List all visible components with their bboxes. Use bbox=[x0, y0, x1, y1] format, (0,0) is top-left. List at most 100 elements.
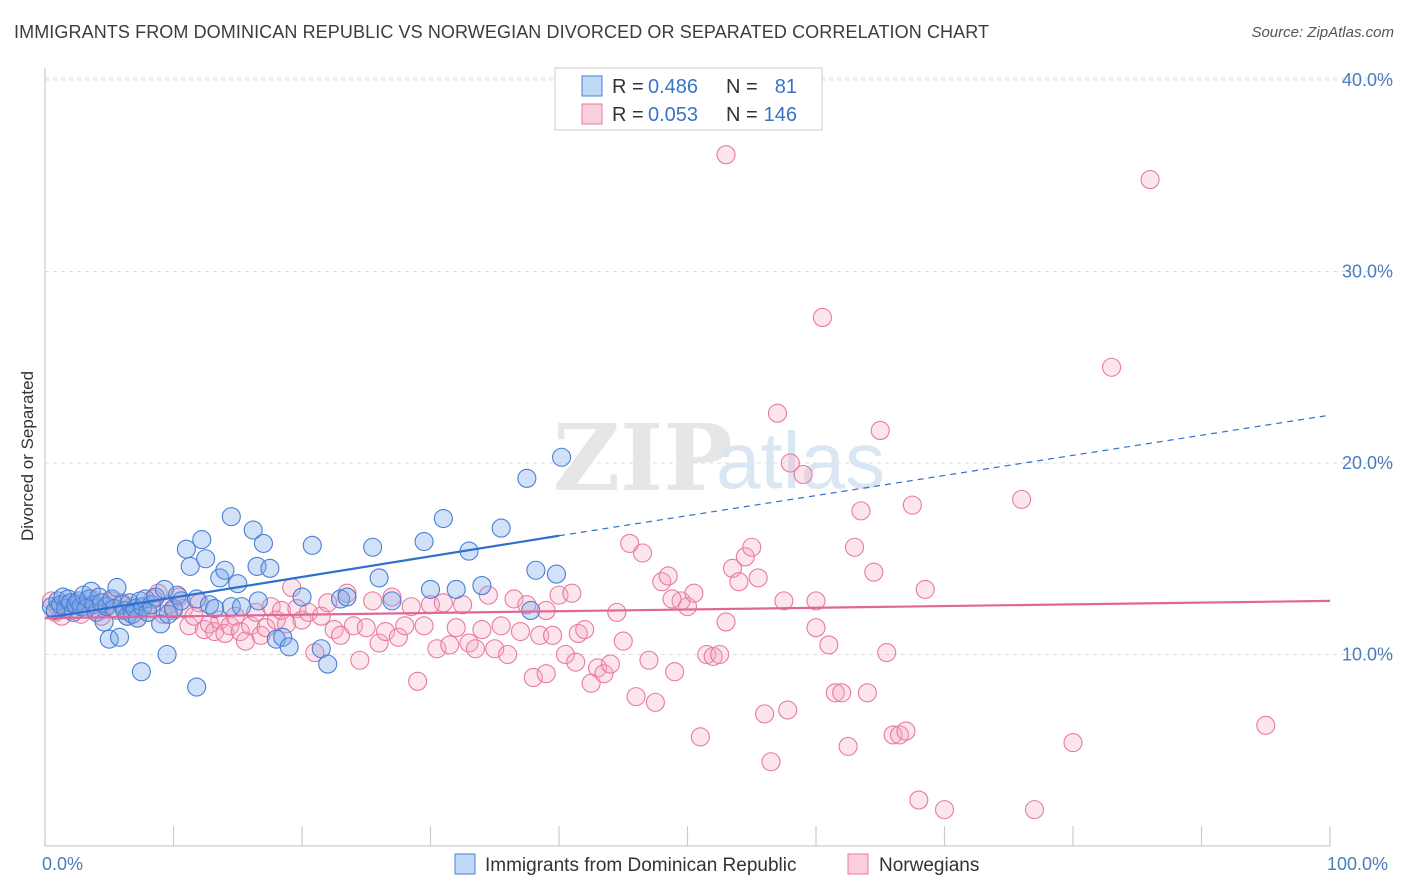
norwegian-point-108 bbox=[665, 662, 685, 682]
norwegian-point-155 bbox=[566, 652, 586, 672]
dominican-point-47 bbox=[180, 556, 200, 576]
y-tick-labels: 10.0% 20.0% 30.0% 40.0% bbox=[1342, 70, 1393, 665]
norwegian-point-142 bbox=[902, 495, 922, 515]
dominican-point-70 bbox=[363, 537, 383, 557]
norwegian-point-132 bbox=[832, 683, 852, 703]
norwegian-point-127 bbox=[793, 464, 813, 485]
norwegian-point-63 bbox=[375, 621, 396, 642]
norwegian-point-105 bbox=[645, 692, 665, 712]
norwegian-point-79 bbox=[478, 585, 498, 605]
norwegian-point-71 bbox=[427, 639, 447, 659]
dominican-point-63 bbox=[273, 627, 293, 647]
norwegian-point-92 bbox=[562, 583, 582, 603]
norwegian-point-66 bbox=[395, 616, 415, 636]
source-label: Source: ZipAtlas.com bbox=[1251, 24, 1394, 41]
y-tick-label-40: 40.0% bbox=[1342, 70, 1393, 90]
norwegian-point-68 bbox=[408, 671, 428, 691]
series-legend-label-blue: Immigrants from Dominican Republic bbox=[485, 855, 797, 876]
stats-legend-r-value-pink: 0.053 bbox=[648, 104, 698, 126]
dominican-point-49 bbox=[192, 530, 212, 550]
stats-legend-r-value-blue: 0.486 bbox=[648, 76, 698, 98]
dominican-point-71 bbox=[369, 568, 389, 588]
norwegian-point-152 bbox=[864, 562, 884, 582]
norwegian-point-120 bbox=[742, 537, 762, 557]
norwegian-point-136 bbox=[857, 683, 877, 703]
series-legend-swatch-pink bbox=[847, 853, 869, 875]
norwegians-points bbox=[41, 145, 1276, 820]
dominican-point-89 bbox=[302, 535, 322, 555]
dominican-point-56 bbox=[228, 574, 248, 594]
dominican-point-73 bbox=[420, 579, 441, 599]
norwegian-point-149 bbox=[1140, 170, 1160, 190]
trend-lines bbox=[44, 414, 1331, 620]
norwegian-point-94 bbox=[575, 620, 595, 640]
norwegian-point-118 bbox=[729, 572, 749, 592]
dominican-point-79 bbox=[517, 468, 537, 488]
norwegian-point-49 bbox=[287, 598, 307, 619]
dominican-point-87 bbox=[221, 507, 241, 527]
norwegian-point-77 bbox=[465, 639, 486, 659]
norwegian-point-72 bbox=[433, 593, 453, 613]
dominican-point-84 bbox=[131, 662, 151, 682]
norwegian-point-89 bbox=[543, 625, 563, 645]
dominican-point-74 bbox=[433, 508, 453, 529]
norwegian-point-83 bbox=[504, 589, 524, 609]
norwegian-point-146 bbox=[1024, 800, 1044, 820]
dominican-point-75 bbox=[446, 579, 466, 599]
norwegian-point-126 bbox=[780, 453, 800, 473]
norwegian-point-56 bbox=[330, 625, 351, 645]
norwegian-point-85 bbox=[517, 595, 537, 615]
norwegian-point-124 bbox=[767, 403, 788, 423]
y-tick-label-10: 10.0% bbox=[1342, 645, 1393, 665]
norwegian-point-139 bbox=[883, 725, 903, 745]
y-tick-label-20: 20.0% bbox=[1342, 453, 1393, 473]
series-legend-swatch-blue bbox=[454, 853, 476, 875]
series-legend-label-pink: Norwegians bbox=[879, 855, 979, 876]
norwegian-point-133 bbox=[838, 736, 858, 756]
norwegian-point-91 bbox=[555, 644, 575, 665]
norwegian-point-122 bbox=[755, 704, 775, 724]
norwegian-point-145 bbox=[1012, 489, 1032, 509]
stats-legend-n-value-pink: 146 bbox=[764, 104, 797, 126]
dominican-point-86 bbox=[187, 677, 207, 697]
norwegian-point-135 bbox=[851, 501, 871, 521]
norwegian-point-123 bbox=[761, 752, 781, 772]
norwegian-point-153 bbox=[806, 591, 826, 611]
norwegian-point-138 bbox=[877, 643, 897, 663]
norwegian-point-74 bbox=[446, 618, 466, 638]
norwegian-point-102 bbox=[626, 687, 646, 707]
norwegian-point-81 bbox=[491, 616, 511, 636]
norwegian-point-148 bbox=[1102, 357, 1122, 377]
norwegian-point-54 bbox=[318, 593, 338, 613]
stats-legend-n-label-blue: N = bbox=[726, 76, 758, 98]
dominican-point-64 bbox=[279, 637, 299, 657]
dominican-point-90 bbox=[414, 531, 434, 552]
norwegian-point-151 bbox=[716, 145, 736, 165]
norwegian-point-101 bbox=[620, 533, 640, 553]
norwegian-point-112 bbox=[690, 727, 710, 747]
norwegian-point-157 bbox=[778, 700, 798, 720]
norwegian-point-82 bbox=[498, 644, 518, 665]
norwegian-point-111 bbox=[684, 583, 704, 603]
norwegian-point-69 bbox=[414, 616, 434, 636]
norwegian-point-121 bbox=[748, 568, 768, 588]
norwegian-point-115 bbox=[710, 644, 730, 665]
norwegian-point-128 bbox=[806, 618, 826, 638]
norwegian-point-103 bbox=[632, 543, 653, 563]
norwegian-point-156 bbox=[915, 579, 935, 599]
norwegian-point-97 bbox=[594, 664, 614, 684]
norwegian-point-38 bbox=[230, 621, 250, 642]
y-axis-label: Divorced or Separated bbox=[18, 371, 37, 541]
dominican-point-67 bbox=[318, 654, 338, 674]
series-legend: Immigrants from Dominican Republic Norwe… bbox=[454, 853, 979, 876]
dominican-point-59 bbox=[243, 520, 263, 540]
dominican-point-85 bbox=[157, 644, 177, 665]
norwegian-point-62 bbox=[369, 633, 389, 653]
stats-legend-r-label-blue: R = bbox=[612, 76, 644, 98]
norwegian-point-100 bbox=[613, 631, 633, 651]
dominican-points bbox=[41, 447, 572, 697]
norwegian-point-134 bbox=[844, 537, 865, 557]
norwegian-point-84 bbox=[510, 621, 531, 642]
watermark: ZIP atlas bbox=[553, 404, 885, 512]
